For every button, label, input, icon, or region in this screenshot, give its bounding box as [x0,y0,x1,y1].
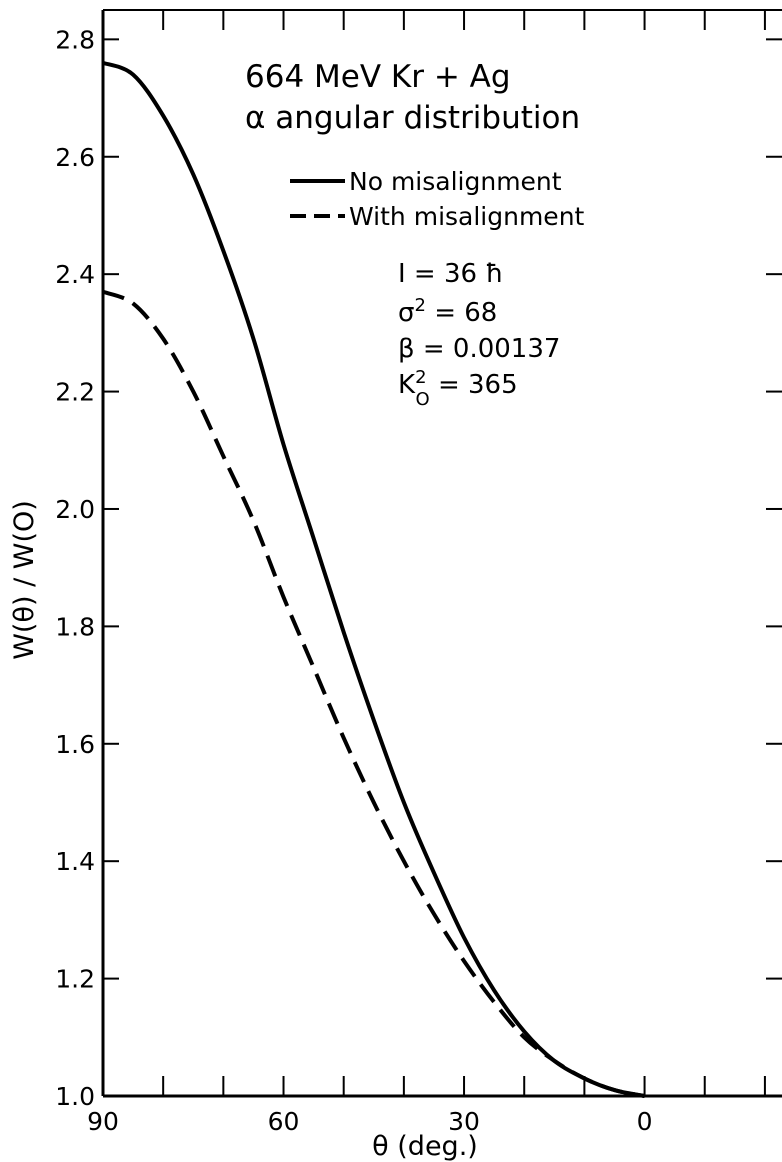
series-line-with-misalignment [102,289,645,1098]
parameter-line: σ2 = 68 [398,295,497,328]
y-tick-label: 2.2 [55,378,95,407]
x-axis-label: θ (deg.) [372,1131,478,1162]
y-tick-label: 2.0 [55,495,95,524]
parameter-line: I = 36 ħ [398,259,503,289]
y-axis-label: W(θ) / W(O) [9,500,40,660]
y-tick-label: 2.4 [55,260,95,289]
x-tick-label: 0 [637,1107,653,1136]
tick-labels: 1.0 1.2 1.4 1.6 1.8 2.0 2.2 2.4 2.6 2.8 90 60 30 0 [55,25,652,1136]
y-tick-label: 1.6 [55,730,95,759]
chart-title-line-1: 664 MeV Kr + Ag [245,59,511,95]
y-tick-label: 1.4 [55,847,95,876]
legend-label-with-misalignment: With misalignment [349,202,585,231]
parameter-line: β = 0.00137 [398,334,560,364]
y-tick-label: 2.6 [55,143,95,172]
x-tick-label: 30 [448,1107,480,1136]
x-tick-label: 90 [87,1107,119,1136]
x-tick-label: 60 [268,1107,300,1136]
plot-frame [101,9,782,1098]
y-tick-label: 2.8 [55,25,95,54]
y-tick-label: 1.2 [55,965,95,994]
y-tick-label: 1.8 [55,612,95,641]
series-lines [102,60,645,1098]
legend-label-no-misalignment: No misalignment [349,167,562,196]
y-tick-label: 1.0 [55,1082,95,1111]
chart-title-line-2: α angular distribution [245,100,580,136]
legend: No misalignment With misalignment [290,167,585,231]
parameter-line: K2 O = 365 [398,367,518,410]
axis-ticks [102,10,782,1097]
